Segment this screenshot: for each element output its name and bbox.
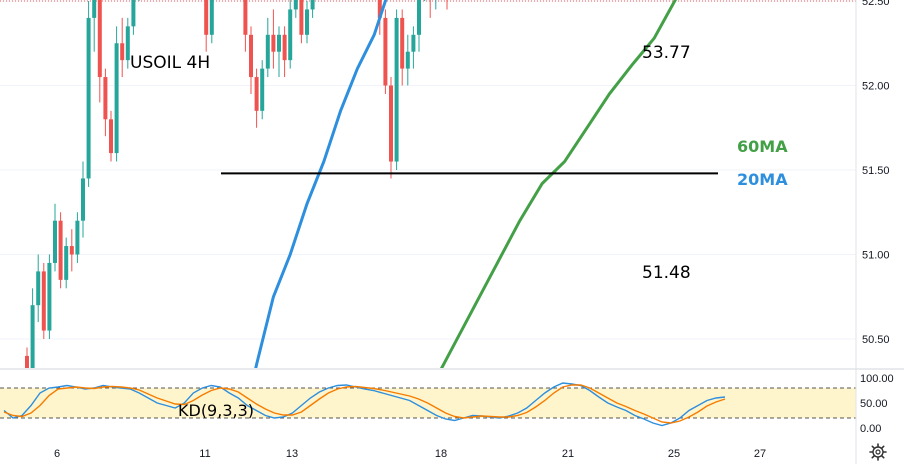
candle-body <box>282 34 287 61</box>
candle-body <box>25 355 29 368</box>
price-tick-label: 52.00 <box>862 81 890 93</box>
candle-body <box>383 17 388 86</box>
price-tick-label: 51.00 <box>862 250 890 262</box>
candle-body <box>30 305 35 368</box>
candle-body <box>277 34 281 52</box>
candle-body <box>299 0 304 35</box>
kd-label: KD(9,3,3) <box>178 401 254 420</box>
candle-body <box>254 77 259 111</box>
price-tick-label: 52.50 <box>862 0 890 8</box>
candles-layer <box>25 0 448 368</box>
candle-body <box>53 220 57 263</box>
candle-body <box>75 220 80 255</box>
candle-body <box>109 119 113 154</box>
candle-body <box>64 246 69 280</box>
candle-body <box>103 77 108 120</box>
time-tick-label: 27 <box>754 448 766 460</box>
ma20-line <box>254 0 388 368</box>
candle-body <box>405 51 410 69</box>
price-axis: 50.5051.0051.5052.0052.5053.0053.5054.00… <box>855 0 890 464</box>
candle-body <box>125 26 130 61</box>
ma60-line <box>439 0 677 368</box>
candle-body <box>305 9 309 35</box>
candle-body <box>389 85 393 162</box>
time-tick-label: 11 <box>199 448 210 460</box>
settings-gear-icon[interactable] <box>869 443 887 461</box>
candle-body <box>265 34 270 69</box>
candle-body <box>69 246 74 255</box>
support-level-label: 51.48 <box>642 263 691 283</box>
price-tick-label: 50.50 <box>862 334 890 346</box>
candle-body <box>41 271 46 331</box>
kd-axis: 0.00 50.00 100.00 <box>860 373 894 435</box>
time-tick-label: 25 <box>668 448 680 460</box>
candle-body <box>81 178 85 221</box>
time-tick-label: 6 <box>54 448 60 460</box>
resistance-level-label: 53.77 <box>642 43 691 63</box>
candle-body <box>86 17 91 179</box>
candle-body <box>47 262 52 331</box>
chart-title: USOIL 4H <box>130 53 210 73</box>
price-tick-label: 51.50 <box>862 165 890 177</box>
candle-body <box>204 0 209 35</box>
candle-body <box>400 17 405 69</box>
candle-body <box>92 0 97 18</box>
candle-body <box>36 271 41 306</box>
candle-body <box>131 0 136 27</box>
candle-body <box>288 9 293 61</box>
kd-k-line <box>3 382 726 427</box>
candle-body <box>394 17 399 162</box>
candle-body <box>58 220 63 280</box>
candle-body <box>260 68 265 111</box>
kd-indicator-panel: KD(9,3,3) <box>0 382 856 427</box>
kd-tick-label: 100.00 <box>860 373 894 385</box>
candle-body <box>120 43 125 61</box>
candle-body <box>271 34 276 52</box>
price-grid <box>0 0 856 340</box>
candle-body <box>293 0 298 10</box>
candle-body <box>310 0 315 10</box>
ma60-label: 60MA <box>737 137 788 156</box>
time-tick-label: 18 <box>435 448 447 460</box>
kd-d-line <box>3 384 726 424</box>
candle-body <box>377 0 382 18</box>
candle-body <box>209 0 214 35</box>
candle-body <box>243 0 248 35</box>
candle-body <box>411 34 416 52</box>
candle-body <box>417 0 421 35</box>
candle-body <box>97 0 102 78</box>
time-axis: 6 11 13 18 21 25 27 <box>54 448 766 460</box>
ma20-label: 20MA <box>737 170 788 189</box>
kd-tick-label: 0.00 <box>860 423 881 435</box>
candle-body <box>249 34 253 78</box>
candle-body <box>114 43 119 154</box>
time-tick-label: 21 <box>562 448 574 460</box>
time-tick-label: 13 <box>286 448 298 460</box>
kd-tick-label: 50.00 <box>860 398 888 410</box>
